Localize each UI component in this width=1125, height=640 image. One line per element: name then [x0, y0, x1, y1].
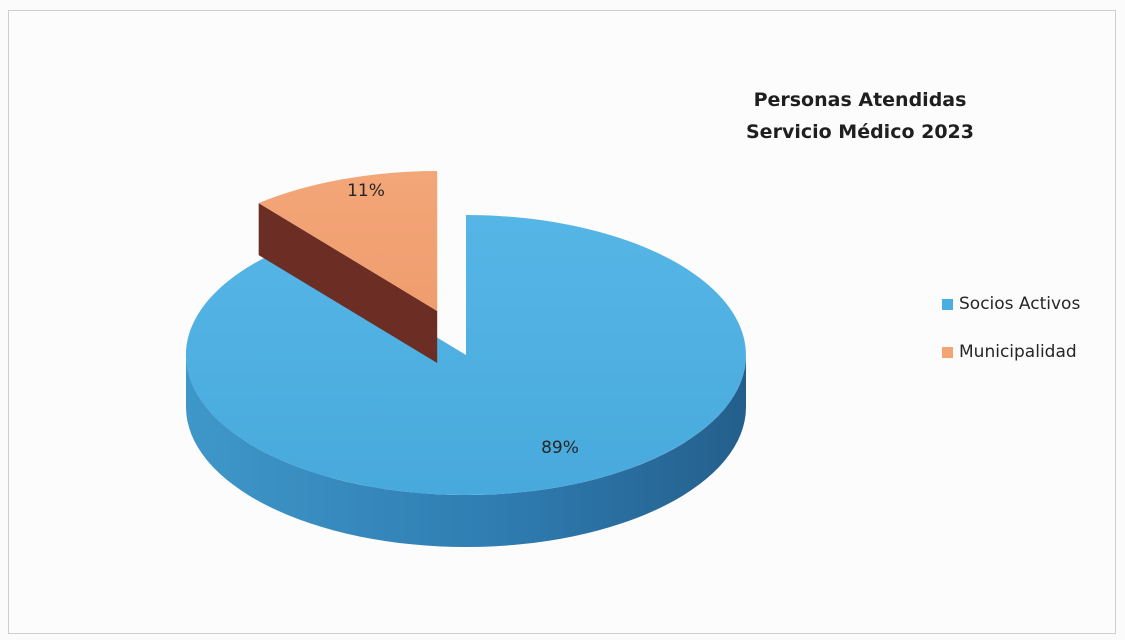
- chart-title-line-2: Servicio Médico 2023: [746, 121, 974, 143]
- pie-slices: [185, 170, 746, 547]
- legend-label-municipalidad: Municipalidad: [959, 342, 1077, 362]
- legend-label-socios-activos: Socios Activos: [959, 294, 1081, 314]
- slice-municipalidad: [258, 170, 438, 311]
- legend: Socios Activos Municipalidad: [942, 292, 1080, 388]
- legend-swatch-socios-activos: [942, 298, 953, 310]
- chart-title: Personas Atendidas Servicio Médico 2023: [700, 84, 1020, 148]
- slice-wall-municipalidad: [258, 203, 438, 363]
- legend-item-municipalidad: Municipalidad: [942, 340, 1080, 364]
- data-label-socios-activos: 89%: [541, 438, 579, 458]
- legend-swatch-municipalidad: [942, 346, 953, 358]
- data-label-municipalidad: 11%: [347, 181, 385, 201]
- chart-title-line-1: Personas Atendidas: [753, 89, 967, 111]
- legend-item-socios-activos: Socios Activos: [942, 292, 1080, 316]
- slice-side-socios-activos: [186, 355, 746, 547]
